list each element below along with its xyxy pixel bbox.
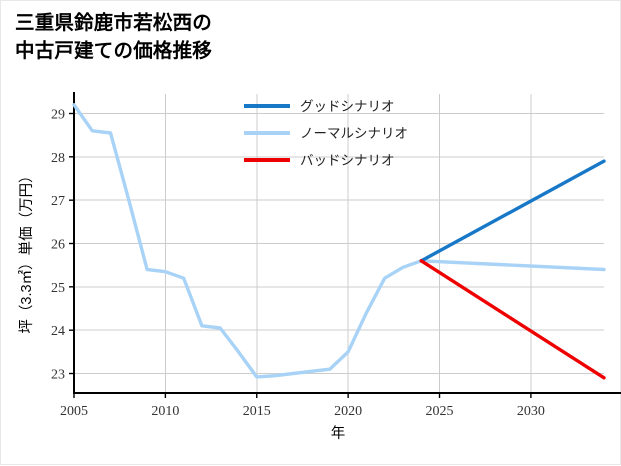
y-tick-label: 28 <box>51 151 65 166</box>
y-tick-labels: 23 24 25 26 27 28 29 <box>51 108 74 383</box>
y-tick-label: 26 <box>51 238 65 253</box>
x-tick-label: 2030 <box>517 404 545 419</box>
y-tick-label: 25 <box>51 281 65 296</box>
x-tick-label: 2015 <box>243 404 271 419</box>
y-gridlines <box>74 113 604 374</box>
y-tick-label: 29 <box>51 108 65 123</box>
legend-label-ノーマルシナリオ: ノーマルシナリオ <box>300 126 408 141</box>
legend-label-バッドシナリオ: バッドシナリオ <box>300 153 395 168</box>
series-line-ノーマルシナリオ <box>72 103 606 379</box>
legend-label-グッドシナリオ: グッドシナリオ <box>300 99 395 114</box>
series-lines <box>72 103 606 380</box>
x-tick-label: 2005 <box>60 404 88 419</box>
x-tick-label: 2025 <box>426 404 454 419</box>
series-line-グッドシナリオ <box>419 159 606 263</box>
x-tick-labels: 2005 2010 2015 2020 2025 2030 <box>60 393 545 419</box>
y-tick-label: 23 <box>51 368 65 383</box>
series-line-バッドシナリオ <box>419 259 606 380</box>
x-tick-label: 2010 <box>151 404 179 419</box>
y-tick-label: 27 <box>51 194 65 209</box>
y-axis-title: 坪（3.3㎡）単価（万円） <box>18 168 35 333</box>
y-tick-label: 24 <box>51 324 65 339</box>
x-axis-title: 年 <box>331 425 346 442</box>
x-tick-label: 2020 <box>334 404 362 419</box>
chart-title: 三重県鈴鹿市若松西の 中古戸建ての価格推移 <box>15 12 213 62</box>
